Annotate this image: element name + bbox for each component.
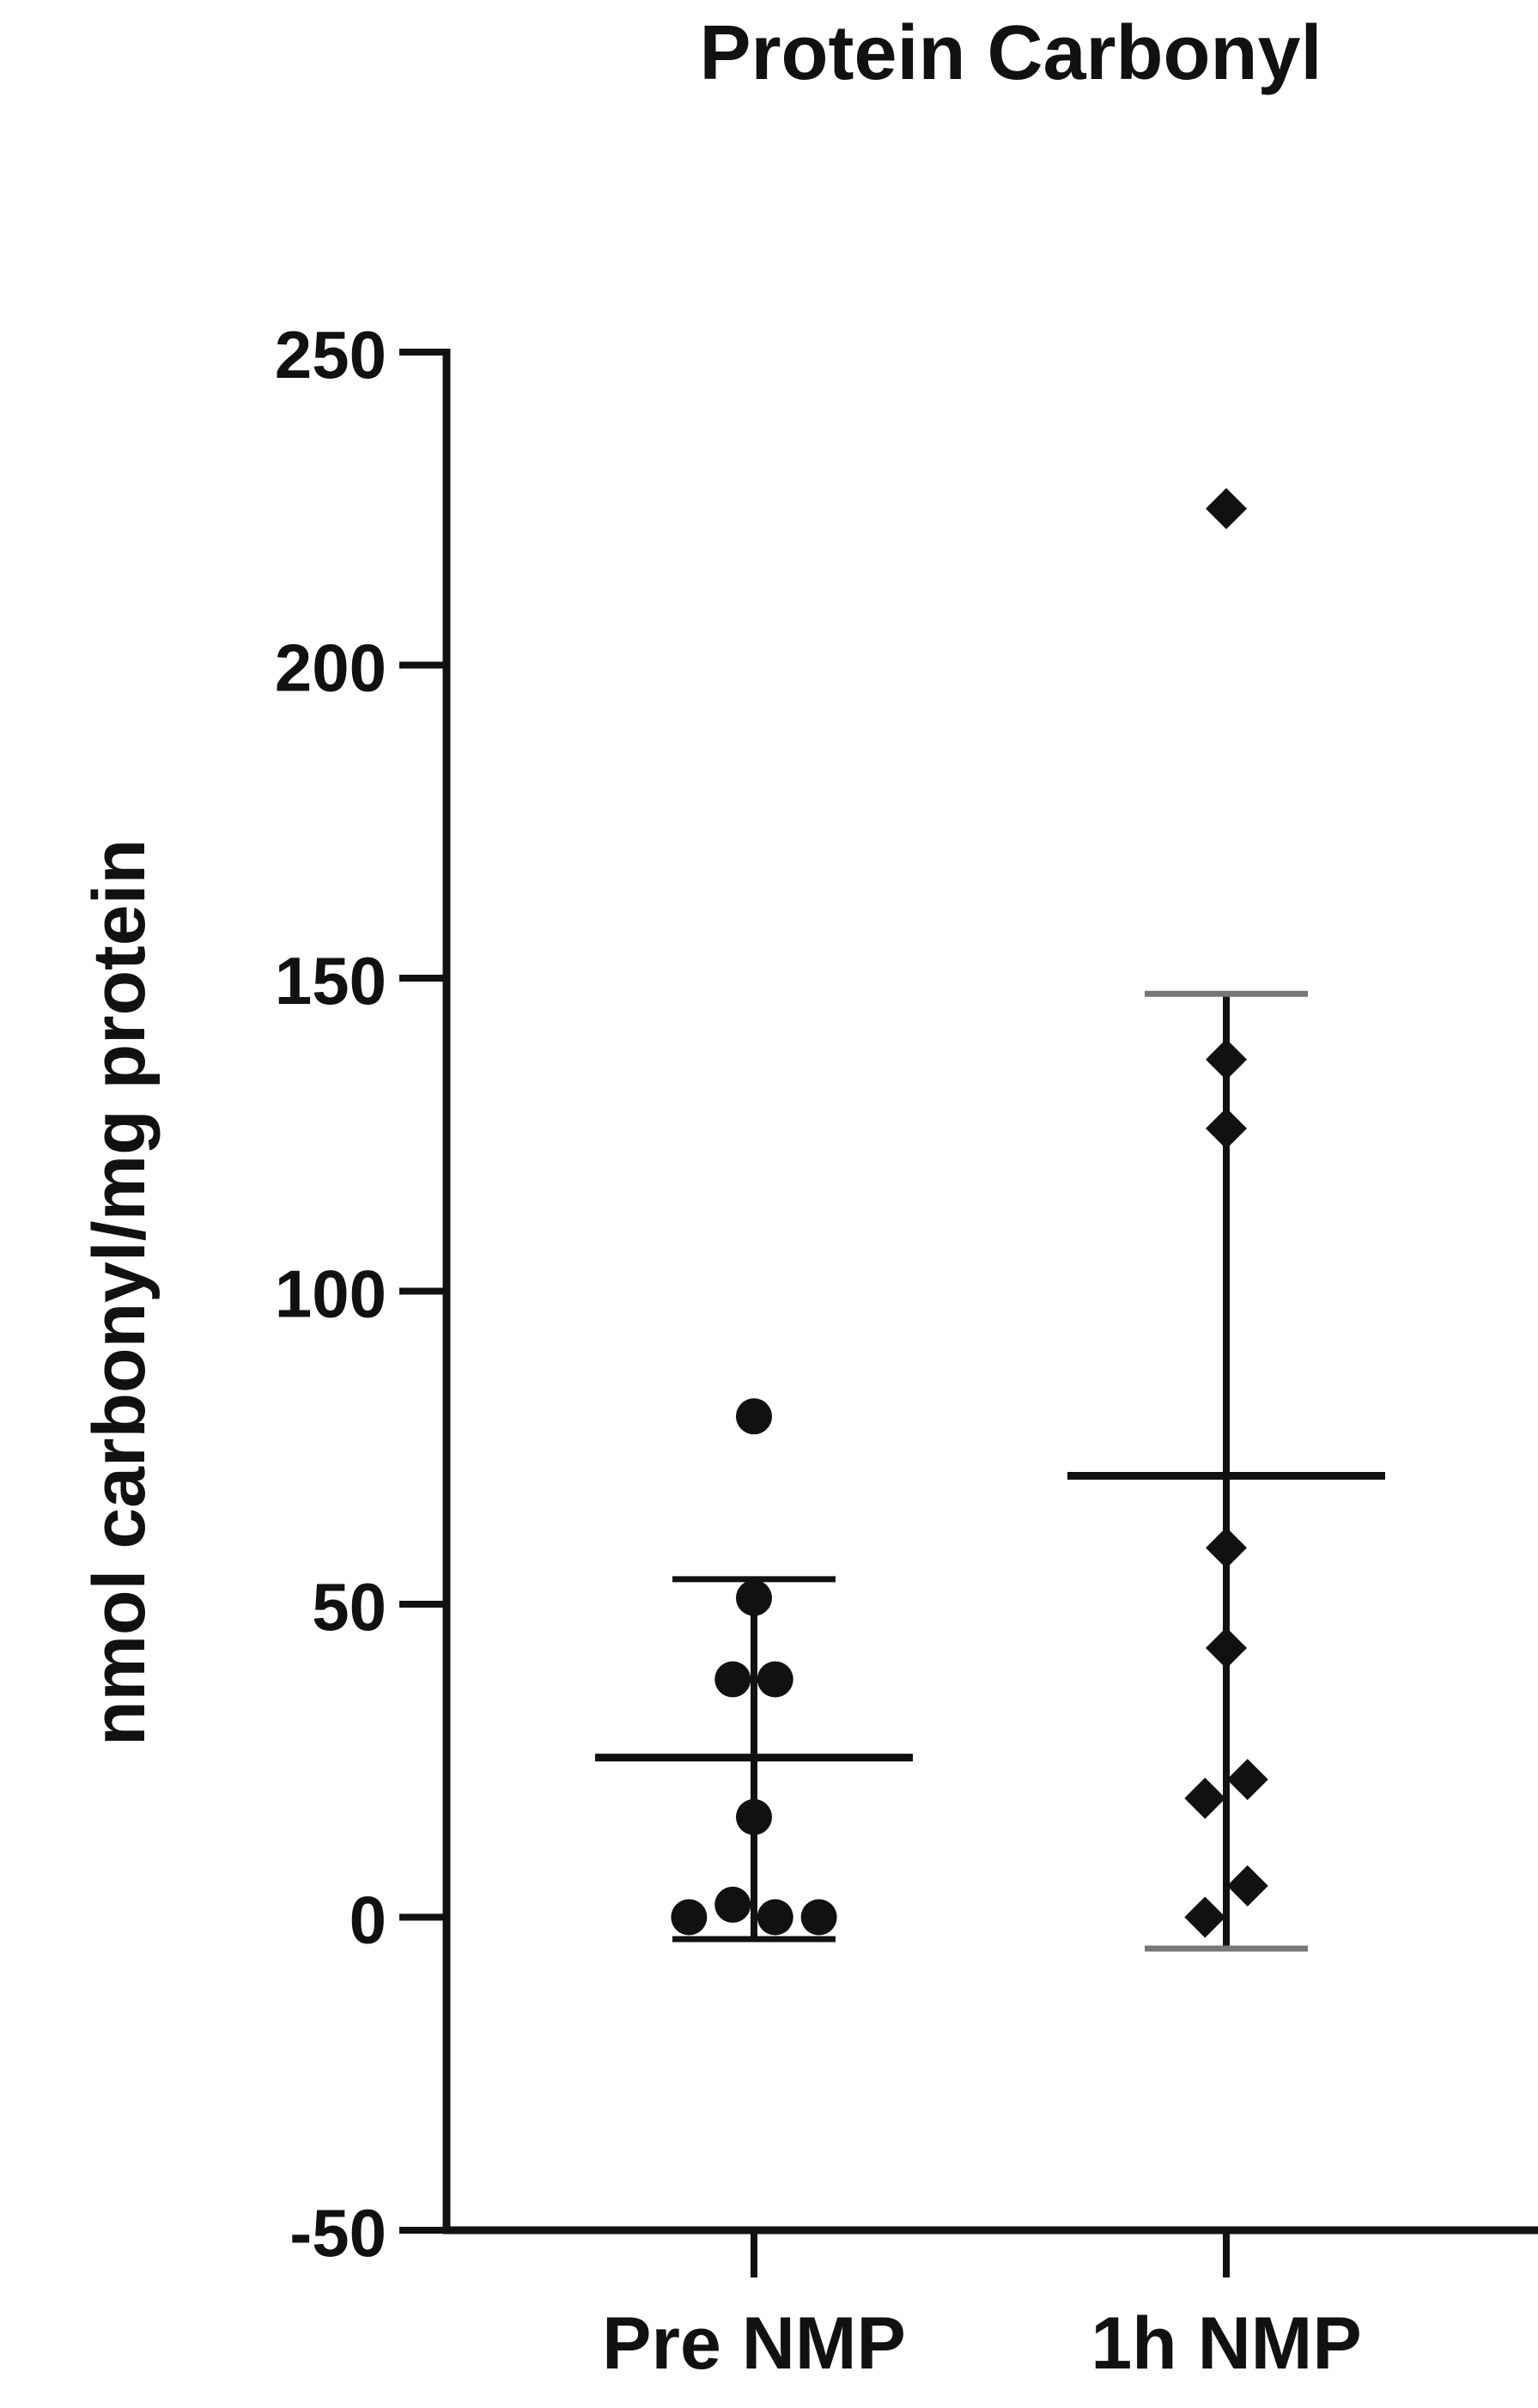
- data-point-circle: [800, 1899, 837, 1936]
- data-point-circle: [736, 1798, 772, 1835]
- x-tick-label: 1h NMP: [1091, 2302, 1361, 2385]
- y-axis-label: nmol carbonyl/mg protein: [78, 839, 161, 1746]
- x-tick-label: Pre NMP: [602, 2302, 906, 2385]
- data-point-diamond: [1226, 1865, 1268, 1907]
- chart-title: Protein Carbonyl: [699, 10, 1322, 96]
- y-tick-label: -50: [289, 2195, 386, 2271]
- y-tick-label: 50: [312, 1569, 386, 1645]
- data-points: [671, 488, 1268, 1938]
- data-point-diamond: [1206, 1038, 1247, 1080]
- error-bars: [595, 990, 1385, 1952]
- data-point-circle: [757, 1899, 793, 1936]
- data-point-circle: [736, 1579, 772, 1616]
- data-point-diamond: [1184, 1777, 1226, 1819]
- axes: [442, 349, 1538, 2235]
- data-point-circle: [757, 1661, 793, 1698]
- y-tick-label: 200: [275, 630, 386, 706]
- data-point-circle: [714, 1661, 751, 1698]
- x-axis-ticks: Pre NMP 1h NMP: [602, 2230, 1362, 2385]
- y-tick-label: 100: [275, 1256, 386, 1332]
- data-point-diamond: [1226, 1759, 1268, 1801]
- y-axis-ticks: -50 0 50 100 150 200 250: [275, 317, 447, 2271]
- y-tick-label: 0: [350, 1882, 386, 1958]
- data-point-diamond: [1206, 1107, 1247, 1149]
- data-point-diamond: [1206, 488, 1247, 530]
- data-point-circle: [671, 1899, 708, 1936]
- data-point-diamond: [1206, 1527, 1247, 1569]
- data-point-diamond: [1206, 1627, 1247, 1669]
- data-point-diamond: [1184, 1896, 1226, 1938]
- data-point-circle: [714, 1886, 751, 1923]
- y-tick-label: 150: [275, 943, 386, 1019]
- data-point-circle: [736, 1398, 772, 1435]
- y-tick-label: 250: [275, 317, 386, 392]
